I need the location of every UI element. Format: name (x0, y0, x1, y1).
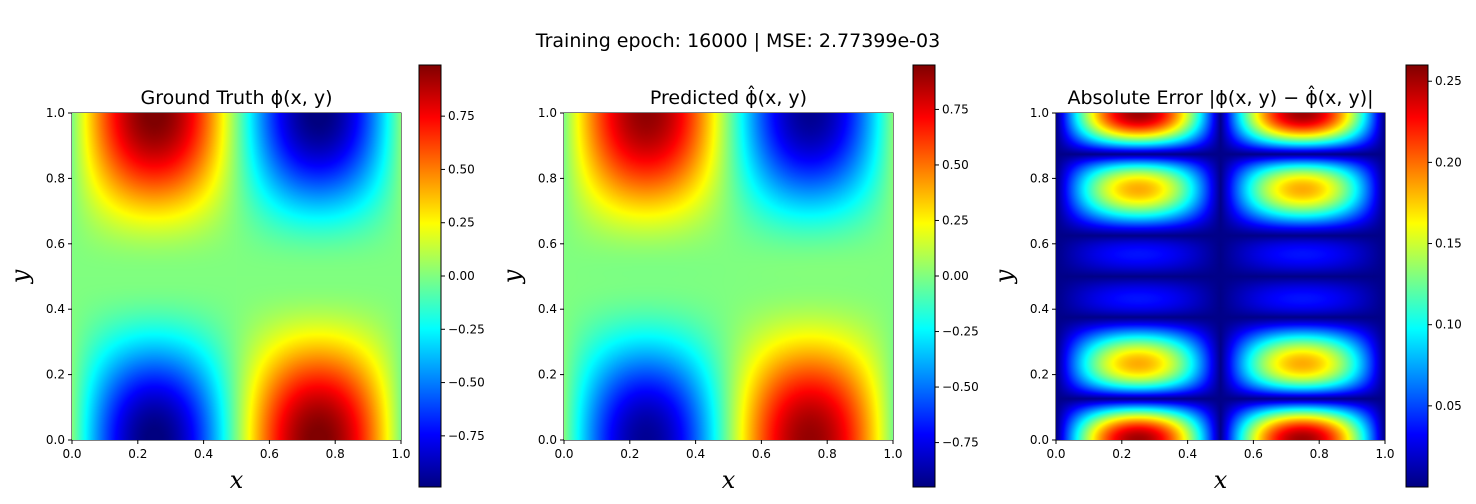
x-tick-label: 1.0 (391, 447, 410, 461)
x-tick-label: 0.6 (752, 447, 771, 461)
colorbar-tick-label: −0.25 (448, 322, 485, 336)
colorbar-tick-label: −0.50 (448, 376, 485, 390)
y-tick-label: 0.2 (46, 368, 65, 382)
y-tick-label: 0.0 (538, 433, 557, 447)
x-tick-label: 0.0 (554, 447, 573, 461)
x-axis-label: x (722, 466, 736, 494)
colorbar-tick-label: 0.10 (1435, 318, 1462, 332)
y-axis-label: y (498, 269, 526, 284)
y-tick-label: 0.4 (46, 302, 65, 316)
x-tick-label: 0.6 (1244, 447, 1263, 461)
x-tick-label: 0.0 (1046, 447, 1065, 461)
y-tick-label: 0.6 (1030, 237, 1049, 251)
heatmap-3 (1056, 113, 1385, 440)
x-tick-label: 0.6 (260, 447, 279, 461)
y-tick-label: 1.0 (46, 106, 65, 120)
y-tick-label: 0.6 (46, 237, 65, 251)
x-tick-label: 0.8 (818, 447, 837, 461)
y-tick-label: 1.0 (1030, 106, 1049, 120)
colorbar-tick-label: −0.50 (942, 380, 979, 394)
colorbar-tick-label: −0.75 (942, 436, 979, 450)
colorbar-1 (418, 64, 442, 488)
colorbar-tick-label: 0.15 (1435, 237, 1462, 251)
y-tick-label: 0.2 (538, 368, 557, 382)
colorbar-tick-label: 0.75 (942, 102, 969, 116)
colorbar-tick-label: 0.50 (942, 158, 969, 172)
y-axis-label: y (990, 269, 1018, 284)
colorbar-tick-label: 0.00 (942, 269, 969, 283)
colorbar-tick-label: 0.20 (1435, 155, 1462, 169)
heatmap-2 (564, 113, 893, 440)
colorbar-tick-label: −0.25 (942, 325, 979, 339)
x-tick-label: 1.0 (883, 447, 902, 461)
colorbar-tick-label: 0.75 (448, 109, 475, 123)
y-tick-label: 0.8 (46, 171, 65, 185)
y-tick-label: 0.6 (538, 237, 557, 251)
colorbar-tick-label: 0.50 (448, 162, 475, 176)
colorbar-tick-label: 0.25 (448, 216, 475, 230)
colorbar-2 (912, 64, 936, 488)
figure-suptitle: Training epoch: 16000 | MSE: 2.77399e-03 (535, 30, 941, 52)
colorbar-tick-label: 0.00 (448, 269, 475, 283)
colorbar-tick-label: 0.05 (1435, 399, 1462, 413)
colorbar-tick-label: 0.25 (1435, 74, 1462, 88)
x-axis-label: x (1214, 466, 1228, 494)
x-tick-label: 0.2 (128, 447, 147, 461)
x-tick-label: 0.4 (1178, 447, 1197, 461)
x-tick-label: 1.0 (1375, 447, 1394, 461)
y-tick-label: 0.0 (46, 433, 65, 447)
x-tick-label: 0.4 (686, 447, 705, 461)
x-tick-label: 0.2 (620, 447, 639, 461)
x-axis-label: x (230, 466, 244, 494)
y-tick-label: 1.0 (538, 106, 557, 120)
y-axis-label: y (6, 269, 34, 284)
y-tick-label: 0.4 (1030, 302, 1049, 316)
y-tick-label: 0.4 (538, 302, 557, 316)
y-tick-label: 0.2 (1030, 368, 1049, 382)
x-tick-label: 0.2 (1112, 447, 1131, 461)
colorbar-tick-label: −0.75 (448, 429, 485, 443)
x-tick-label: 0.8 (1310, 447, 1329, 461)
y-tick-label: 0.8 (538, 171, 557, 185)
colorbar-3 (1405, 64, 1429, 488)
x-tick-label: 0.8 (326, 447, 345, 461)
x-tick-label: 0.0 (62, 447, 81, 461)
panel-title-1: Ground Truth ϕ(x, y) (140, 87, 332, 109)
x-tick-label: 0.4 (194, 447, 213, 461)
y-tick-label: 0.0 (1030, 433, 1049, 447)
panel-title-2: Predicted ϕ̂(x, y) (650, 85, 807, 109)
heatmap-1 (72, 113, 401, 440)
panel-title-3: Absolute Error |ϕ(x, y) − ϕ̂(x, y)| (1067, 85, 1373, 109)
y-tick-label: 0.8 (1030, 171, 1049, 185)
colorbar-tick-label: 0.25 (942, 213, 969, 227)
